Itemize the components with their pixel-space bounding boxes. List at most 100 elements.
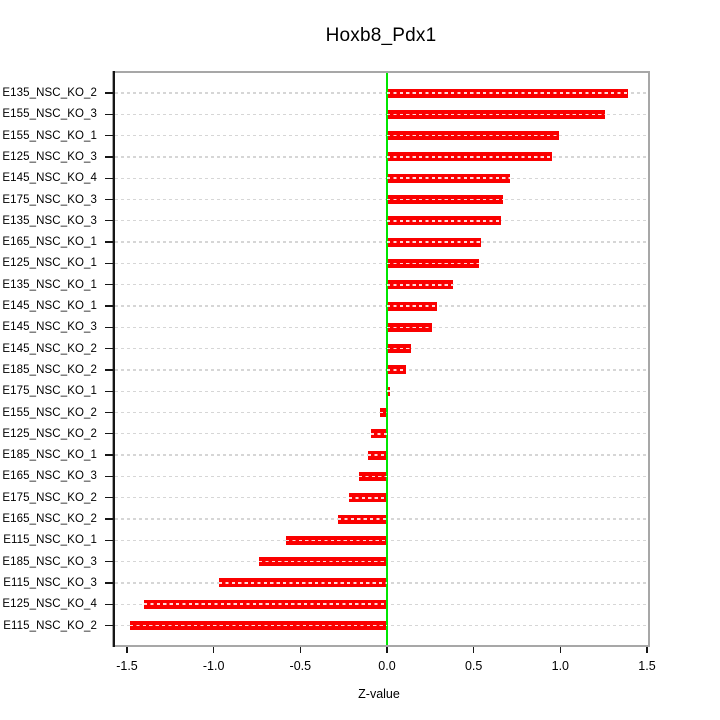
gridline xyxy=(115,134,647,137)
gridline-over-bar xyxy=(387,347,412,350)
gridline-over-bar xyxy=(387,134,559,137)
gridline-over-bar xyxy=(367,454,387,456)
gridline-over-bar xyxy=(387,262,479,265)
y-tick xyxy=(105,539,114,541)
x-tick xyxy=(299,647,302,653)
y-tick xyxy=(105,220,114,222)
gridline-over-bar xyxy=(387,156,552,158)
gridline xyxy=(115,177,647,179)
category-label: E145_NSC_KO_3 xyxy=(2,321,97,334)
gridline-over-bar xyxy=(130,624,387,627)
category-label: E145_NSC_KO_2 xyxy=(2,342,97,355)
gridline xyxy=(115,369,647,371)
x-tick xyxy=(646,647,648,653)
y-tick xyxy=(105,241,114,243)
y-tick xyxy=(105,624,114,627)
gridline-over-bar xyxy=(286,539,387,542)
gridline xyxy=(115,92,647,94)
x-tick-label: -0.5 xyxy=(289,659,312,673)
x-tick-label: 0.5 xyxy=(464,659,483,673)
gridline-over-bar xyxy=(371,433,387,435)
y-tick xyxy=(105,497,114,499)
gridline-over-bar xyxy=(380,411,387,414)
gridline-over-bar xyxy=(387,326,433,329)
y-tick xyxy=(105,305,114,307)
x-tick-label: -1.5 xyxy=(116,659,138,673)
gridline-over-bar xyxy=(359,475,387,478)
chart-title: Hoxb8_Pdx1 xyxy=(325,25,437,46)
category-label: E145_NSC_KO_1 xyxy=(2,300,97,312)
category-label: E135_NSC_KO_1 xyxy=(2,278,97,291)
x-tick-label: 1.5 xyxy=(638,659,656,673)
gridline xyxy=(115,198,647,201)
category-label: E165_NSC_KO_1 xyxy=(2,236,97,249)
y-axis-line xyxy=(113,71,115,647)
y-tick xyxy=(105,156,114,158)
gridline-over-bar xyxy=(387,369,407,371)
y-tick xyxy=(105,113,114,115)
y-tick xyxy=(105,582,114,584)
category-label: E185_NSC_KO_2 xyxy=(2,363,97,376)
y-tick xyxy=(105,518,114,520)
y-tick xyxy=(105,92,114,94)
gridline-over-bar xyxy=(144,603,387,606)
plot-area xyxy=(112,71,650,647)
x-axis-title: Z-value xyxy=(358,687,400,701)
gridline-over-bar xyxy=(387,241,481,243)
category-label: E125_NSC_KO_1 xyxy=(2,257,97,270)
category-label: E115_NSC_KO_3 xyxy=(3,576,97,589)
category-label: E145_NSC_KO_4 xyxy=(2,172,97,185)
category-label: E175_NSC_KO_3 xyxy=(2,193,97,206)
y-tick xyxy=(105,390,114,392)
x-tick xyxy=(212,647,215,653)
y-tick xyxy=(105,284,114,286)
y-tick xyxy=(105,347,114,350)
y-tick xyxy=(105,454,114,456)
y-tick xyxy=(105,603,114,605)
y-tick xyxy=(105,134,114,137)
gridline-over-bar xyxy=(387,390,391,393)
category-label: E125_NSC_KO_3 xyxy=(2,150,97,163)
gridline-over-bar xyxy=(387,283,453,286)
y-tick xyxy=(105,326,114,328)
category-label: E135_NSC_KO_3 xyxy=(2,214,97,227)
gridline-over-bar xyxy=(387,198,504,201)
y-tick xyxy=(105,560,114,563)
y-tick xyxy=(105,433,114,435)
gridline xyxy=(115,241,647,243)
gridline xyxy=(115,262,647,265)
category-label: E165_NSC_KO_3 xyxy=(2,470,97,483)
gridline xyxy=(115,284,647,286)
category-label: E115_NSC_KO_1 xyxy=(3,534,97,547)
gridline xyxy=(115,305,647,307)
x-tick xyxy=(126,647,128,653)
zero-reference-line xyxy=(386,73,388,645)
gridline-over-bar xyxy=(387,177,511,180)
x-tick-label: 0.0 xyxy=(378,659,396,673)
category-label: E175_NSC_KO_2 xyxy=(2,491,97,504)
x-tick xyxy=(559,647,562,653)
gridline-over-bar xyxy=(338,518,387,520)
gridline-over-bar xyxy=(387,305,438,307)
y-tick xyxy=(105,198,114,201)
category-label: E185_NSC_KO_1 xyxy=(2,449,97,462)
category-label: E115_NSC_KO_2 xyxy=(3,619,97,632)
category-label: E185_NSC_KO_3 xyxy=(2,555,97,568)
category-label: E155_NSC_KO_1 xyxy=(2,129,97,142)
gridline xyxy=(115,156,647,158)
category-label: E155_NSC_KO_3 xyxy=(2,108,97,121)
y-tick xyxy=(105,369,114,371)
gridline-over-bar xyxy=(348,496,387,499)
y-tick xyxy=(105,177,114,179)
gridline xyxy=(115,347,647,350)
gridline-over-bar xyxy=(387,113,606,116)
x-tick-label: 1.0 xyxy=(551,659,570,673)
category-label: E155_NSC_KO_2 xyxy=(2,406,97,419)
gridline-over-bar xyxy=(218,582,387,584)
gridline xyxy=(115,113,647,115)
category-label: E125_NSC_KO_2 xyxy=(2,427,97,440)
category-label: E175_NSC_KO_1 xyxy=(2,385,97,398)
gridline xyxy=(115,220,647,222)
